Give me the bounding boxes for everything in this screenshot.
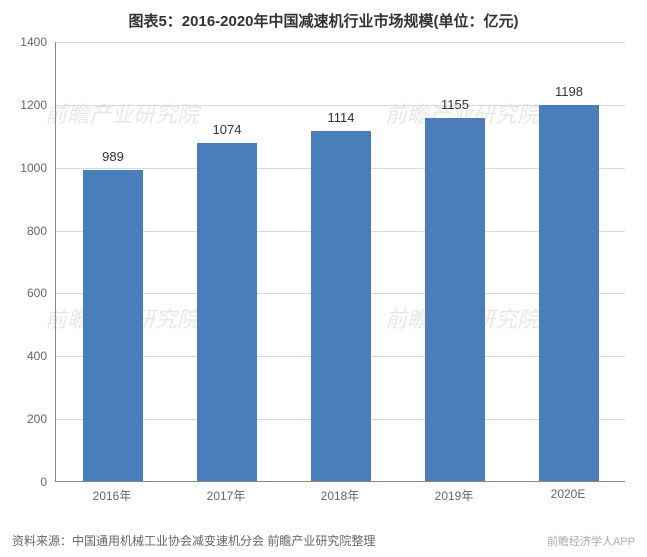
bar [311, 131, 370, 481]
plot-area: 989 1074 1114 1155 1198 [55, 42, 625, 482]
y-tick-label: 0 [7, 475, 47, 489]
bar [425, 118, 484, 481]
x-tick-label: 2017年 [207, 487, 246, 504]
bar [539, 105, 598, 482]
source-prefix: 资料来源： [12, 534, 72, 548]
bar-value-label: 1155 [425, 97, 485, 112]
y-tick-label: 600 [7, 286, 47, 300]
source-line: 资料来源：中国通用机械工业协会减变速机分会 前瞻产业研究院整理 [12, 532, 375, 549]
y-tick-label: 1000 [7, 161, 47, 175]
bar [83, 170, 142, 481]
app-note: 前瞻经济学人APP [547, 533, 635, 549]
bar-value-label: 1114 [311, 110, 371, 125]
source-text: 中国通用机械工业协会减变速机分会 前瞻产业研究院整理 [72, 534, 375, 548]
bar-value-label: 989 [83, 149, 143, 164]
chart-title: 图表5：2016-2020年中国减速机行业市场规模(单位：亿元) [0, 0, 647, 39]
y-tick-label: 400 [7, 349, 47, 363]
x-tick-label: 2019年 [435, 487, 474, 504]
y-tick-label: 800 [7, 224, 47, 238]
grid-line [56, 42, 625, 43]
x-tick-label: 2020E [551, 487, 586, 501]
x-tick-label: 2018年 [321, 487, 360, 504]
x-tick-label: 2016年 [93, 487, 132, 504]
bar [197, 143, 256, 481]
y-tick-label: 1400 [7, 35, 47, 49]
chart-area: 前瞻产业研究院 前瞻产业研究院 前瞻产业研究院 前瞻产业研究院 98910741… [55, 42, 625, 502]
y-tick-label: 200 [7, 412, 47, 426]
bar-value-label: 1074 [197, 122, 257, 137]
y-tick-label: 1200 [7, 98, 47, 112]
bar-value-label: 1198 [539, 84, 599, 99]
